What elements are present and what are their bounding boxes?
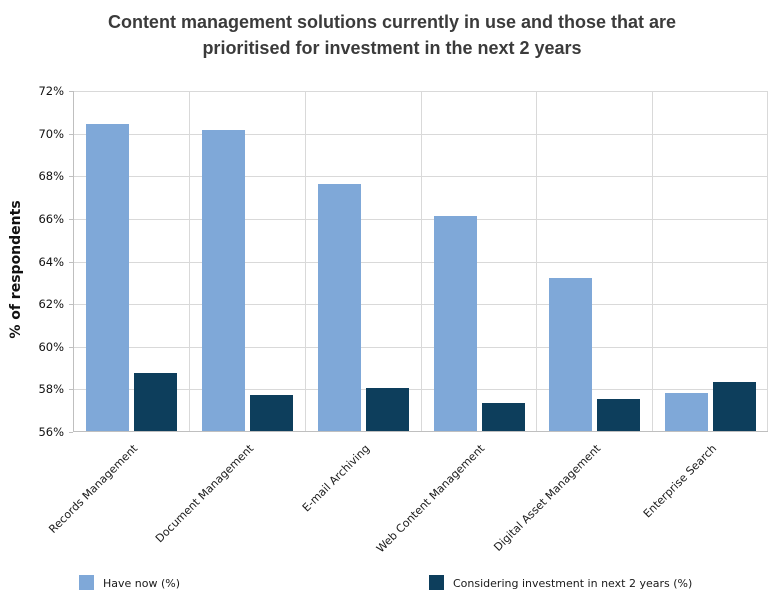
chart-title-line-2: prioritised for investment in the next 2… bbox=[202, 38, 582, 58]
h-gridline bbox=[73, 91, 768, 92]
legend-swatch-have-now bbox=[79, 575, 94, 590]
h-gridline bbox=[73, 134, 768, 135]
bar-considering-investment-in-next-2-years-e-mail-archiving bbox=[366, 388, 409, 431]
h-gridline bbox=[73, 347, 768, 348]
y-tick-mark bbox=[69, 134, 73, 135]
bar-have-now-enterprise-search bbox=[665, 393, 708, 431]
y-tick-mark bbox=[69, 262, 73, 263]
h-gridline bbox=[73, 219, 768, 220]
y-tick-label-62: 62% bbox=[38, 297, 64, 311]
y-axis-line bbox=[73, 91, 74, 432]
y-tick-mark bbox=[69, 347, 73, 348]
y-tick-label-72: 72% bbox=[38, 84, 64, 98]
bar-considering-investment-in-next-2-years-records-management bbox=[134, 373, 177, 431]
y-tick-label-66: 66% bbox=[38, 212, 64, 226]
y-tick-label-68: 68% bbox=[38, 169, 64, 183]
h-gridline bbox=[73, 304, 768, 305]
bar-have-now-e-mail-archiving bbox=[318, 184, 361, 431]
y-tick-label-56: 56% bbox=[38, 425, 64, 439]
v-gridline bbox=[305, 91, 306, 432]
x-axis-line bbox=[73, 431, 768, 432]
bar-considering-investment-in-next-2-years-document-management bbox=[250, 395, 293, 431]
y-tick-mark bbox=[69, 219, 73, 220]
legend-swatch-considering-investment-in-next-2-years bbox=[429, 575, 444, 590]
y-tick-mark bbox=[69, 304, 73, 305]
y-tick-label-60: 60% bbox=[38, 340, 64, 354]
bar-considering-investment-in-next-2-years-enterprise-search bbox=[713, 382, 756, 431]
v-gridline bbox=[767, 91, 768, 432]
bar-considering-investment-in-next-2-years-web-content-management bbox=[482, 403, 525, 431]
bar-have-now-records-management bbox=[86, 124, 129, 431]
y-tick-mark bbox=[69, 91, 73, 92]
chart-title-line-1: Content management solutions currently i… bbox=[107, 12, 677, 32]
v-gridline bbox=[421, 91, 422, 432]
chart-title: Content management solutions currently i… bbox=[0, 9, 784, 61]
h-gridline bbox=[73, 389, 768, 390]
v-gridline bbox=[652, 91, 653, 432]
v-gridline bbox=[536, 91, 537, 432]
bar-have-now-document-management bbox=[202, 130, 245, 431]
bar-have-now-web-content-management bbox=[434, 216, 477, 431]
y-tick-mark bbox=[69, 432, 73, 433]
y-tick-label-70: 70% bbox=[38, 127, 64, 141]
y-tick-label-58: 58% bbox=[38, 382, 64, 396]
legend-label-have-now: Have now (%) bbox=[103, 577, 181, 590]
bar-considering-investment-in-next-2-years-digital-asset-management bbox=[597, 399, 640, 431]
plot-area bbox=[73, 91, 768, 432]
h-gridline bbox=[73, 176, 768, 177]
bar-have-now-digital-asset-management bbox=[549, 278, 592, 431]
h-gridline bbox=[73, 262, 768, 263]
y-tick-mark bbox=[69, 389, 73, 390]
legend-label-considering-investment-in-next-2-years: Considering investment in next 2 years (… bbox=[453, 577, 693, 590]
y-tick-mark bbox=[69, 176, 73, 177]
y-tick-label-64: 64% bbox=[38, 255, 64, 269]
v-gridline bbox=[189, 91, 190, 432]
